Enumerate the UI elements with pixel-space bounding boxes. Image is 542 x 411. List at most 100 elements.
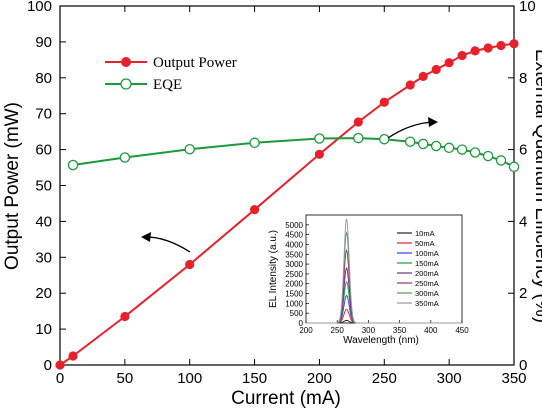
data-point-eqe xyxy=(119,152,131,163)
inset-y-tick-label: 5000 xyxy=(285,221,303,230)
x-axis-title: Current (mA) xyxy=(231,388,341,409)
y-tick-label: 60 xyxy=(35,142,52,159)
y2-axis-title: External Quantum Efficiency (%) xyxy=(531,49,542,323)
x-tick-label: 250 xyxy=(372,370,397,387)
inset-y-tick-label: 4000 xyxy=(285,240,303,249)
inset-y-tick-label: 0 xyxy=(299,319,304,328)
data-point-output-power xyxy=(120,311,130,322)
data-point-output-power xyxy=(509,39,519,49)
inset-x-tick-label: 200 xyxy=(299,326,313,335)
y2-tick-label: 6 xyxy=(519,142,527,159)
inset-y-tick-label: 2500 xyxy=(285,270,303,279)
inset-series xyxy=(306,218,462,324)
y-tick-label: 50 xyxy=(35,178,52,195)
data-point-output-power xyxy=(55,360,65,370)
inset-legend-label: 350mA xyxy=(415,299,439,308)
data-point-output-power xyxy=(483,43,493,53)
legend-label-output-power: Output Power xyxy=(153,55,237,71)
inset-y-tick-label: 2000 xyxy=(285,280,303,289)
inset-legend-label: 10mA xyxy=(415,229,435,238)
x-tick-label: 50 xyxy=(117,370,134,387)
data-point-eqe xyxy=(379,133,390,145)
data-point-output-power xyxy=(185,259,195,270)
data-point-output-power xyxy=(314,149,324,159)
inset-chart: 200 250 300 350 400 450 050010001500200025003… xyxy=(268,214,469,346)
data-point-eqe xyxy=(67,159,79,171)
y-axis-ticks: 0 10 20 30 40 50 60 70 80 90 100 xyxy=(27,0,66,374)
y-tick-label: 100 xyxy=(27,0,52,15)
data-point-output-power xyxy=(496,40,506,51)
data-point-output-power xyxy=(353,117,363,127)
main-series xyxy=(55,39,520,370)
data-point-output-power xyxy=(250,205,260,215)
inset-legend-label: 300mA xyxy=(415,289,439,298)
data-point-output-power xyxy=(431,64,441,75)
data-point-eqe xyxy=(443,142,455,154)
y2-tick-label: 8 xyxy=(519,70,527,87)
inset-series-line-350ma xyxy=(306,218,462,324)
x-tick-label: 0 xyxy=(56,370,64,387)
arrow-to-left-axis xyxy=(141,232,191,253)
y-tick-label: 80 xyxy=(35,70,52,87)
inset-y-axis-title: EL Intensity (a.u.) xyxy=(268,230,279,308)
x-axis-ticks: 0 50 100 150 200 250 300 350 xyxy=(56,6,527,387)
inset-y-tick-label: 1000 xyxy=(285,299,303,308)
inset-x-axis-ticks: 200 250 300 350 400 450 xyxy=(299,320,469,335)
y2-tick-label: 2 xyxy=(519,285,527,302)
inset-x-axis-title: Wavelength (nm) xyxy=(343,335,419,346)
inset-legend-label: 150mA xyxy=(415,259,439,268)
data-point-eqe xyxy=(508,161,520,173)
legend-label-eqe: EQE xyxy=(153,77,182,93)
data-point-output-power xyxy=(470,46,480,56)
data-point-output-power xyxy=(418,71,428,81)
y-tick-label: 90 xyxy=(35,34,52,51)
inset-x-tick-label: 450 xyxy=(455,326,469,335)
data-point-eqe xyxy=(404,136,416,147)
y-tick-label: 30 xyxy=(35,249,52,266)
data-point-output-power xyxy=(379,97,389,107)
data-point-eqe xyxy=(482,150,494,162)
inset-y-tick-label: 1500 xyxy=(285,290,303,299)
legend-marker-eqe xyxy=(120,78,132,90)
data-point-eqe xyxy=(184,143,195,155)
data-point-eqe xyxy=(456,144,468,155)
data-point-eqe xyxy=(495,155,507,166)
y-tick-label: 40 xyxy=(35,213,52,230)
inset-legend-label: 250mA xyxy=(415,279,439,288)
inset-y-tick-label: 4500 xyxy=(285,231,303,240)
inset-legend-label: 200mA xyxy=(415,269,439,278)
x-tick-label: 350 xyxy=(501,370,526,387)
inset-background xyxy=(300,215,462,323)
y2-tick-label: 10 xyxy=(519,0,536,15)
y-tick-label: 10 xyxy=(35,321,52,338)
data-point-eqe xyxy=(314,133,325,144)
y-tick-label: 0 xyxy=(44,357,52,374)
inset-y-tick-label: 500 xyxy=(290,309,304,318)
x-tick-label: 300 xyxy=(437,370,462,387)
x-tick-label: 100 xyxy=(177,370,202,387)
inset-legend-label: 100mA xyxy=(415,249,439,258)
inset-y-tick-label: 3500 xyxy=(285,250,303,259)
inset-x-tick-label: 300 xyxy=(362,326,376,335)
data-point-eqe xyxy=(417,138,429,150)
inset-y-tick-label: 3000 xyxy=(285,260,303,269)
x-tick-label: 200 xyxy=(307,370,332,387)
data-point-eqe xyxy=(469,147,481,158)
arrow-to-right-axis xyxy=(387,117,438,139)
data-point-eqe xyxy=(353,132,364,144)
y-tick-label: 20 xyxy=(35,285,52,302)
inset-x-tick-label: 250 xyxy=(331,326,345,335)
legend-marker-output-power xyxy=(121,57,131,67)
data-point-output-power xyxy=(444,58,454,68)
inset-x-tick-label: 350 xyxy=(393,326,407,335)
y2-tick-label: 4 xyxy=(519,213,527,230)
data-point-output-power xyxy=(457,50,467,61)
data-point-output-power xyxy=(405,80,415,90)
inset-x-tick-label: 400 xyxy=(424,326,438,335)
inset-legend-label: 50mA xyxy=(415,239,435,248)
y2-tick-label: 0 xyxy=(519,357,527,374)
y2-axis-ticks: 0 2 4 6 8 10 xyxy=(508,0,536,374)
